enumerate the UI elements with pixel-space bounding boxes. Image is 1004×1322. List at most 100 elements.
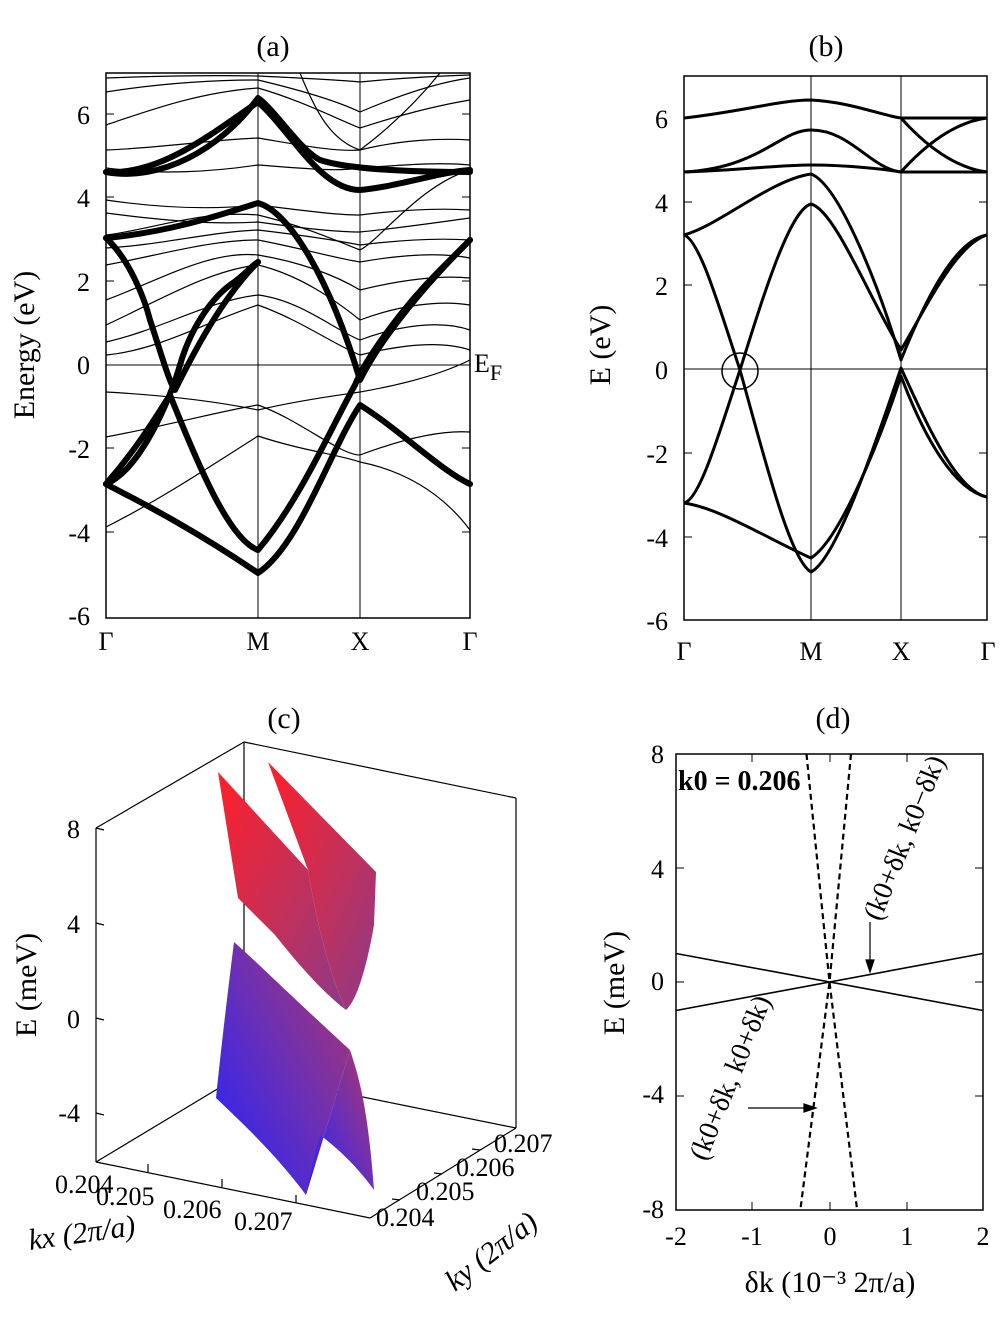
ky-tick-label: 0.205 xyxy=(416,1177,475,1206)
panel-d-xticks: -2 -1 0 1 2 xyxy=(665,1222,989,1251)
y-tick-label: 6 xyxy=(655,105,668,134)
thick-band xyxy=(103,99,473,193)
upper-arrow-head xyxy=(865,959,875,974)
upper-cone-surface-back xyxy=(268,762,376,1010)
x-tick-label: 1 xyxy=(901,1222,914,1251)
thin-band xyxy=(105,253,471,301)
panel-d-title: (d) xyxy=(816,702,851,735)
panel-a-yticks: 6 4 2 0 -2 -4 -6 xyxy=(68,101,90,631)
y-tick-label: 2 xyxy=(77,268,90,297)
y-tick-label: 0 xyxy=(77,351,90,380)
thin-band xyxy=(105,212,471,233)
x-tick-label: -1 xyxy=(741,1222,763,1251)
thin-band xyxy=(105,87,471,129)
y-tick-label: 4 xyxy=(651,855,664,884)
panel-b-ylabel: E (eV) xyxy=(584,305,617,386)
y-tick-label: -4 xyxy=(68,519,90,548)
lower-cone-surface-front xyxy=(216,942,350,1195)
y-tick-label: 0 xyxy=(655,356,668,385)
band-line xyxy=(899,116,988,173)
panel-b-tick-marks xyxy=(684,117,987,538)
panel-a-title: (a) xyxy=(256,30,289,63)
panel-b: (b) E (eV) 6 4 2 0 -2 -4 -6 Γ M X Γ xyxy=(584,30,996,666)
ky-tick-label: 0.206 xyxy=(456,1153,515,1182)
series-line-2 xyxy=(805,753,859,1211)
thick-band xyxy=(103,235,261,393)
crossing-circle-marker xyxy=(721,352,759,390)
x-tick-label: Γ xyxy=(676,637,691,666)
panel-b-bands xyxy=(683,98,988,574)
thick-band xyxy=(103,95,473,177)
panel-b-frame xyxy=(683,75,988,621)
x-tick-label: M xyxy=(799,637,822,666)
y-tick-label: 2 xyxy=(655,272,668,301)
thin-band xyxy=(105,199,471,216)
panel-d-yticks: 8 4 0 -4 -8 xyxy=(642,740,664,1224)
panel-b-title: (b) xyxy=(809,30,844,63)
thin-band xyxy=(105,229,471,249)
series-line-3 xyxy=(799,753,853,1211)
panel-a-tick-marks xyxy=(106,113,470,533)
x-tick-label: Γ xyxy=(462,627,477,656)
kx-tick-label: 0.207 xyxy=(234,1207,293,1236)
panel-a-thick-bands xyxy=(103,95,473,576)
lower-arrow-head xyxy=(803,1103,818,1113)
upper-series-annotation: (k0+δk, k0−δk) xyxy=(858,751,952,925)
upper-cone-surface-front xyxy=(218,772,346,1010)
panel-a-ef-label: EF xyxy=(474,349,502,385)
z-tick-label: -4 xyxy=(58,1099,80,1128)
panel-d-series xyxy=(675,753,984,1211)
kx-tick-label: 0.205 xyxy=(96,1182,155,1211)
thick-band xyxy=(103,237,473,553)
thin-band xyxy=(105,304,471,356)
y-tick-label: 4 xyxy=(77,184,90,213)
band-line xyxy=(683,98,987,120)
y-tick-label: -2 xyxy=(68,435,90,464)
ky-tick-label: 0.207 xyxy=(494,1129,553,1158)
panel-d-ylabel: E (meV) xyxy=(598,931,631,1035)
thin-band xyxy=(105,294,471,343)
thin-band xyxy=(105,359,471,411)
lower-series-annotation: (k0+δk, k0+δk) xyxy=(684,991,778,1165)
band-line xyxy=(899,117,988,174)
y-tick-label: 6 xyxy=(77,101,90,130)
panel-a-frame xyxy=(105,72,471,619)
y-tick-label: -4 xyxy=(646,524,668,553)
panel-c-surfaces xyxy=(216,762,376,1195)
x-tick-label: X xyxy=(892,637,911,666)
x-tick-label: Γ xyxy=(98,627,113,656)
band-line xyxy=(683,128,987,174)
panel-d-tick-marks xyxy=(676,754,983,1210)
panel-a-ylabel: Energy (eV) xyxy=(8,271,41,420)
z-tick-label: 4 xyxy=(67,910,80,939)
k0-annotation-text: k0 = 0.206 xyxy=(678,766,801,797)
y-tick-label: 4 xyxy=(655,189,668,218)
panel-b-xticks: Γ M X Γ xyxy=(676,637,995,666)
x-tick-label: 2 xyxy=(977,1222,990,1251)
panel-d: (d) E (meV) δk (10⁻³ 2π/a) 8 4 0 -4 -8 -… xyxy=(598,702,990,1299)
panel-a: (a) Energy (eV) EF 6 4 2 0 -2 -4 -6 Γ M … xyxy=(8,30,502,656)
band-line xyxy=(683,233,988,574)
y-tick-label: -6 xyxy=(68,602,90,631)
band-line xyxy=(683,172,988,362)
y-tick-label: -6 xyxy=(646,607,668,636)
panel-a-plot xyxy=(103,72,473,619)
y-tick-label: 8 xyxy=(651,740,664,769)
kx-tick-label: 0.204 xyxy=(55,1170,114,1199)
x-tick-label: M xyxy=(246,627,269,656)
panel-c-ylabel: E (meV) xyxy=(10,933,43,1037)
panel-d-xlabel: δk (10⁻³ 2π/a) xyxy=(745,1266,916,1299)
panel-b-yticks: 6 4 2 0 -2 -4 -6 xyxy=(646,105,668,636)
kx-tick-label: 0.206 xyxy=(163,1195,222,1224)
panel-d-arrows xyxy=(748,922,875,1113)
thin-band xyxy=(105,435,471,531)
y-tick-label: -8 xyxy=(642,1195,664,1224)
panel-b-plot xyxy=(683,75,988,621)
thick-band xyxy=(103,402,473,576)
thin-band xyxy=(105,169,471,251)
panel-c-ky-ticks: 0.204 0.205 0.206 0.207 xyxy=(376,1129,553,1232)
x-tick-label: X xyxy=(351,627,370,656)
panel-a-xticks: Γ M X Γ xyxy=(98,627,477,656)
panel-c-kx-ticks: 0.204 0.205 0.206 0.207 xyxy=(55,1170,293,1236)
